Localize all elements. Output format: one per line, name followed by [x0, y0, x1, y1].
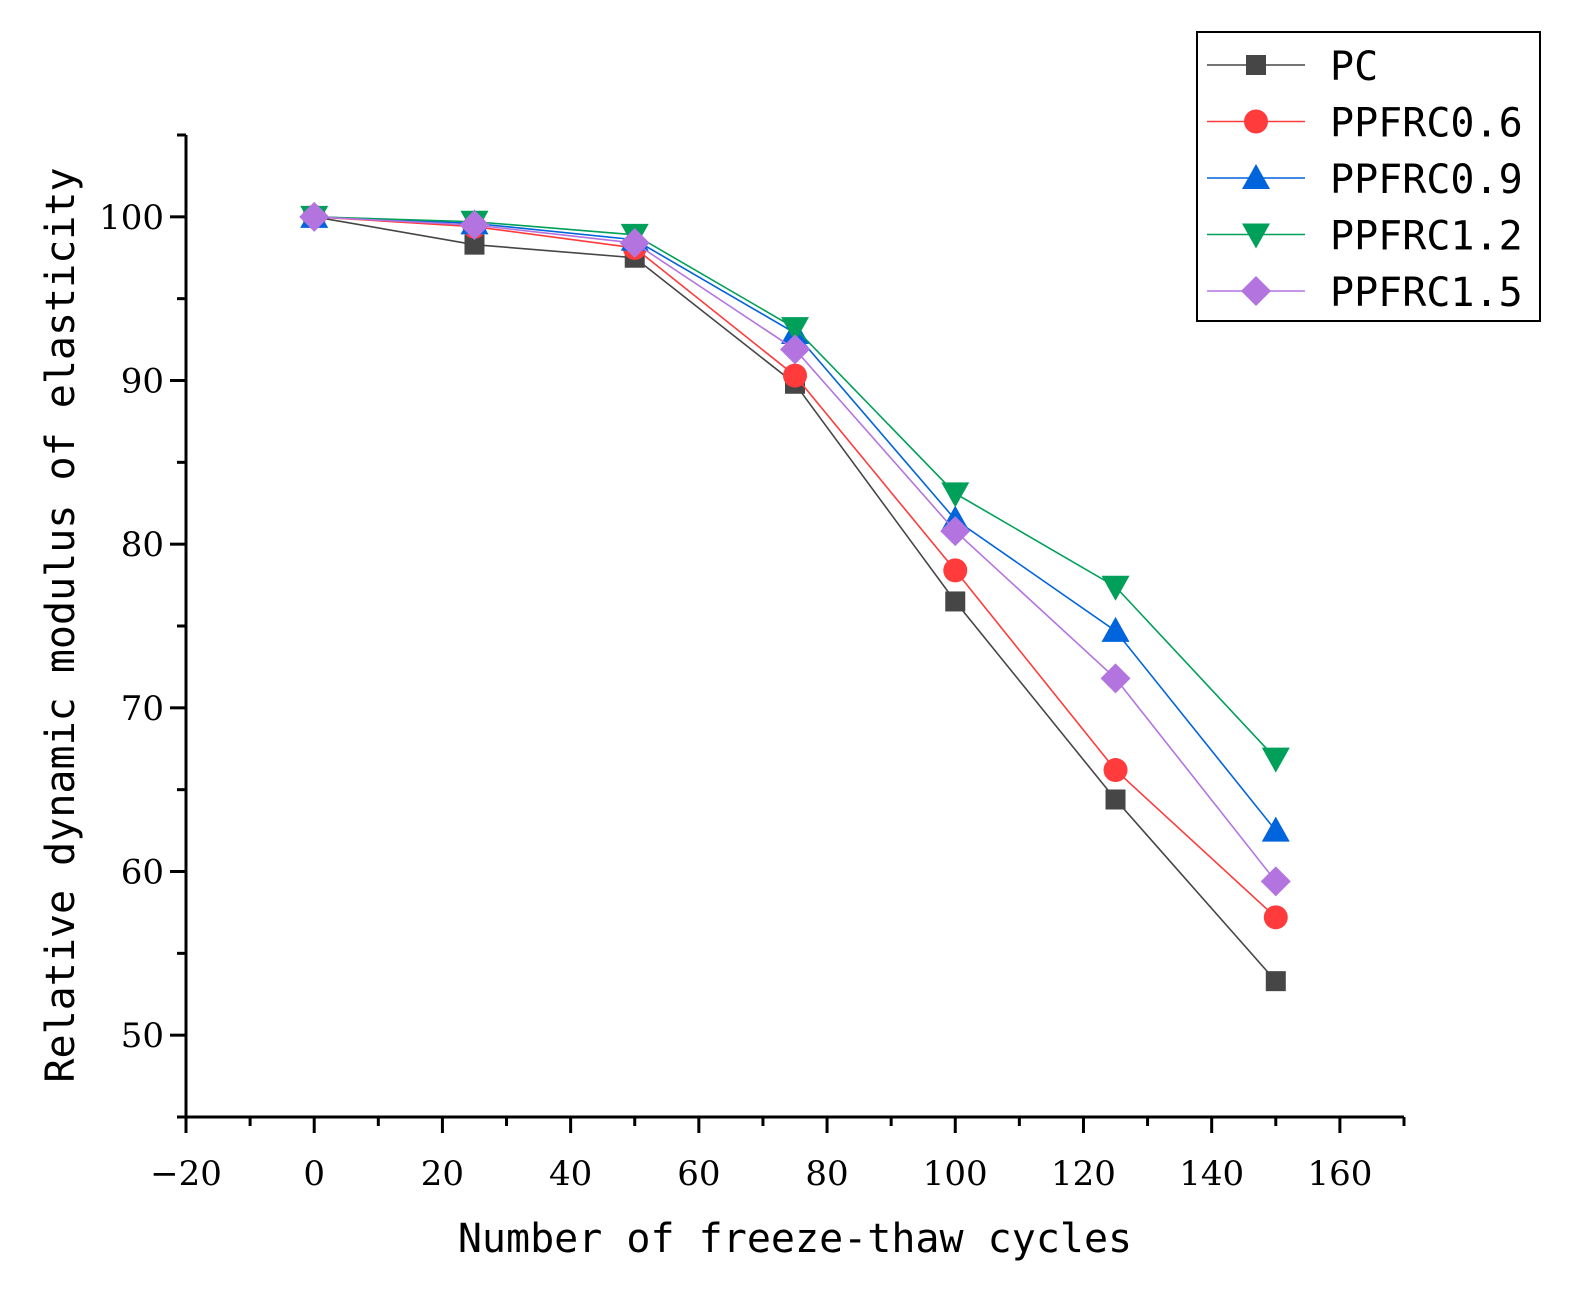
legend-label: PPFRC0.9 [1330, 157, 1523, 203]
data-point [781, 317, 809, 343]
x-tick-label: −20 [150, 1154, 222, 1194]
x-tick-label: 0 [303, 1154, 325, 1194]
data-point [1100, 663, 1131, 694]
series-line [314, 216, 1277, 760]
legend-marker [1242, 164, 1270, 189]
x-axis-title: Number of freeze-thaw cycles [458, 1216, 1132, 1262]
series-line [314, 216, 1277, 832]
x-tick-label: 40 [549, 1154, 592, 1194]
data-point [941, 482, 970, 508]
x-tick-label: 60 [677, 1154, 720, 1194]
y-tick-label: 100 [99, 198, 164, 238]
data-point [1261, 816, 1290, 842]
data-point [1105, 789, 1126, 810]
data-point [783, 363, 807, 388]
data-point [1265, 971, 1286, 992]
data-point [943, 558, 968, 583]
y-axis-title: Relative dynamic modulus of elasticity [38, 167, 84, 1082]
data-point [1101, 575, 1130, 601]
data-point [1103, 758, 1128, 783]
legend-label: PPFRC0.6 [1330, 101, 1523, 147]
legend-entry: PPFRC1.2 [1207, 214, 1523, 260]
y-tick-label: 90 [121, 362, 164, 402]
x-tick-label: 100 [923, 1154, 988, 1194]
x-tick-label: 160 [1307, 1154, 1372, 1194]
series-ppfrc1-2 [300, 205, 1290, 773]
legend-label: PC [1330, 44, 1378, 90]
legend-entry: PPFRC0.9 [1207, 157, 1523, 203]
y-tick-label: 50 [121, 1016, 164, 1056]
legend-entry: PC [1207, 44, 1378, 90]
data-point [1260, 866, 1291, 897]
data-point [299, 201, 330, 232]
legend-entry: PPFRC0.6 [1207, 101, 1523, 147]
axes: −20 0 20 40 60 80 100 120 140 160 50 60 70 80 90 100 [99, 133, 1406, 1194]
y-tick-label: 80 [121, 525, 164, 565]
series-ppfrc1-5 [299, 201, 1291, 897]
x-tick-label: 120 [1051, 1154, 1116, 1194]
legend-marker [1241, 276, 1271, 306]
data-point [1261, 747, 1290, 773]
data-point [464, 234, 485, 255]
series-layer [299, 201, 1291, 992]
data-point [1101, 616, 1130, 642]
legend-marker [1246, 55, 1266, 75]
data-point [945, 591, 966, 612]
legend-label: PPFRC1.2 [1330, 214, 1523, 260]
y-tick-label: 70 [121, 689, 164, 729]
data-point [1263, 905, 1288, 930]
legend-entry: PPFRC1.5 [1207, 270, 1523, 316]
x-tick-label: 140 [1179, 1154, 1244, 1194]
series-line [314, 216, 1277, 882]
legend-marker [1244, 109, 1268, 134]
data-point [940, 516, 971, 547]
x-tick-label: 20 [421, 1154, 464, 1194]
legend: PC PPFRC0.6 PPFRC0.9 PPFRC1.2 PPFRC1.5 [1196, 31, 1541, 322]
data-point [780, 334, 810, 365]
data-point [619, 228, 650, 259]
data-point [459, 210, 490, 241]
series-ppfrc0-6 [302, 204, 1288, 930]
x-tick-label: 80 [805, 1154, 848, 1194]
legend-label: PPFRC1.5 [1330, 270, 1523, 316]
series-ppfrc0-9 [300, 202, 1290, 842]
y-tick-label: 60 [121, 853, 164, 893]
legend-marker [1242, 223, 1270, 249]
